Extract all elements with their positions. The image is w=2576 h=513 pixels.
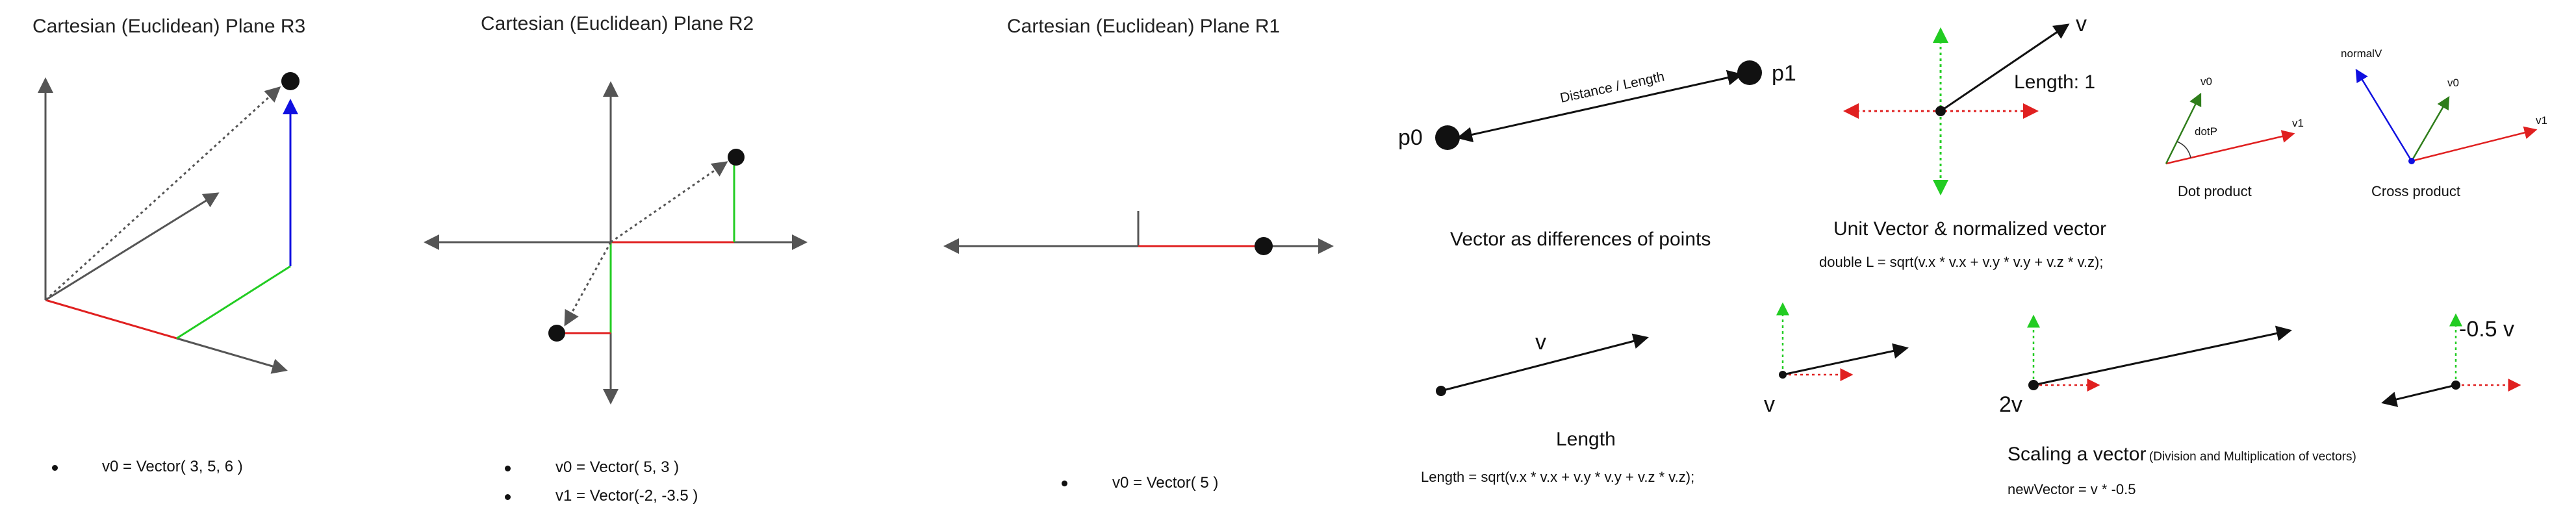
p0-point [1435, 125, 1460, 150]
r1-diagram [943, 211, 1334, 255]
distance-label: Distance / Length [1559, 69, 1666, 105]
neg-origin [2451, 381, 2460, 390]
dot-angle-arc [2176, 141, 2191, 158]
r3-diagram [38, 72, 300, 374]
cross-v1 [2411, 126, 2538, 162]
cross-origin [2408, 158, 2415, 164]
scaling-neg-diagram [2381, 313, 2521, 407]
r2-v0-dotted [610, 161, 728, 244]
r3-point [281, 72, 300, 90]
unit-origin [1935, 106, 1946, 116]
scaling-caption: Scaling a vector (Division and Multiplic… [2008, 444, 2356, 466]
cross-caption: Cross product [2371, 183, 2460, 199]
r1-v0-label: v0 = Vector( 5 ) [1112, 474, 1219, 492]
dot-angle-label: dotP [2195, 125, 2217, 138]
dot-v1 [2165, 130, 2295, 165]
cross-normal [2355, 68, 2413, 162]
cross-normal-label: normalV [2341, 47, 2382, 60]
cross-v0 [2410, 95, 2450, 162]
r2-v1-label: v1 = Vector(-2, -3.5 ) [555, 487, 698, 505]
r2-v0-point [728, 149, 745, 166]
r2-v1-dotted [564, 242, 612, 327]
twov-vector [2033, 325, 2292, 386]
scaling-v-label: v [1764, 392, 1775, 417]
neg-vector [2381, 384, 2456, 407]
length-origin [1436, 386, 1446, 396]
r2-v1-point [548, 325, 565, 342]
length-formula: Length = sqrt(v.x * v.x + v.y * v.y + v.… [1421, 469, 1695, 485]
points-caption: Vector as differences of points [1450, 229, 1711, 250]
r2-v0-label: v0 = Vector( 5, 3 ) [555, 458, 680, 476]
scaling-2v-label: 2v [1999, 392, 2022, 417]
p0-label: p0 [1398, 125, 1423, 150]
bullet-dot [505, 466, 511, 471]
r3-axis-x-gray [176, 337, 288, 374]
scaling-caption-main: Scaling a vector [2008, 444, 2147, 465]
scaling-caption-note: (Division and Multiplication of vectors) [2149, 450, 2356, 464]
r3-green-component [176, 265, 291, 340]
unit-v-label: v [2076, 12, 2087, 36]
length-v-label: v [1535, 330, 1546, 355]
bullet-dot [505, 494, 511, 500]
length-vector [1440, 333, 1649, 392]
dot-v0-label: v0 [2200, 75, 2212, 88]
r2-diagram [424, 81, 808, 405]
r3-axis-x-red [45, 299, 177, 340]
unit-vector-diagram [1843, 23, 2070, 195]
r1-title: Cartesian (Euclidean) Plane R1 [1007, 16, 1281, 37]
length-caption: Length [1556, 429, 1616, 450]
points-diagram [1435, 60, 1762, 150]
length-diagram [1436, 333, 1649, 396]
r2-title: Cartesian (Euclidean) Plane R2 [481, 13, 754, 34]
twov-origin [2028, 380, 2039, 390]
bullet-dot [1062, 481, 1067, 486]
bullet-dot [52, 465, 58, 471]
unit-vector [1940, 23, 2070, 112]
cross-product-diagram [2355, 68, 2538, 164]
distance-arrow [1457, 69, 1743, 143]
unit-formula: double L = sqrt(v.x * v.x + v.y * v.y + … [1819, 254, 2104, 270]
r3-axis-z [45, 192, 220, 301]
dot-product-diagram [2165, 92, 2295, 165]
scaling-neg-label: -0.5 v [2459, 317, 2515, 342]
dot-v1-label: v1 [2292, 117, 2304, 129]
p1-label: p1 [1772, 61, 1796, 86]
unit-length-label: Length: 1 [2014, 71, 2096, 93]
r3-v0-label: v0 = Vector( 3, 5, 6 ) [102, 458, 243, 475]
dot-v0 [2165, 92, 2202, 164]
cross-v1-label: v1 [2536, 114, 2547, 127]
dot-caption: Dot product [2178, 183, 2252, 199]
cross-v0-label: v0 [2447, 77, 2459, 89]
small-v-vector [1782, 343, 1909, 376]
r1-v0-point [1255, 237, 1273, 255]
p1-point [1737, 60, 1762, 85]
r3-title: Cartesian (Euclidean) Plane R3 [32, 16, 306, 37]
scaling-formula: newVector = v * -0.5 [2008, 481, 2136, 497]
unit-caption: Unit Vector & normalized vector [1833, 218, 2107, 240]
scaling-2v-diagram [2027, 314, 2292, 392]
scaling-v-diagram [1776, 302, 1909, 381]
r3-dotted-vector [44, 86, 281, 301]
small-v-origin [1779, 371, 1787, 379]
